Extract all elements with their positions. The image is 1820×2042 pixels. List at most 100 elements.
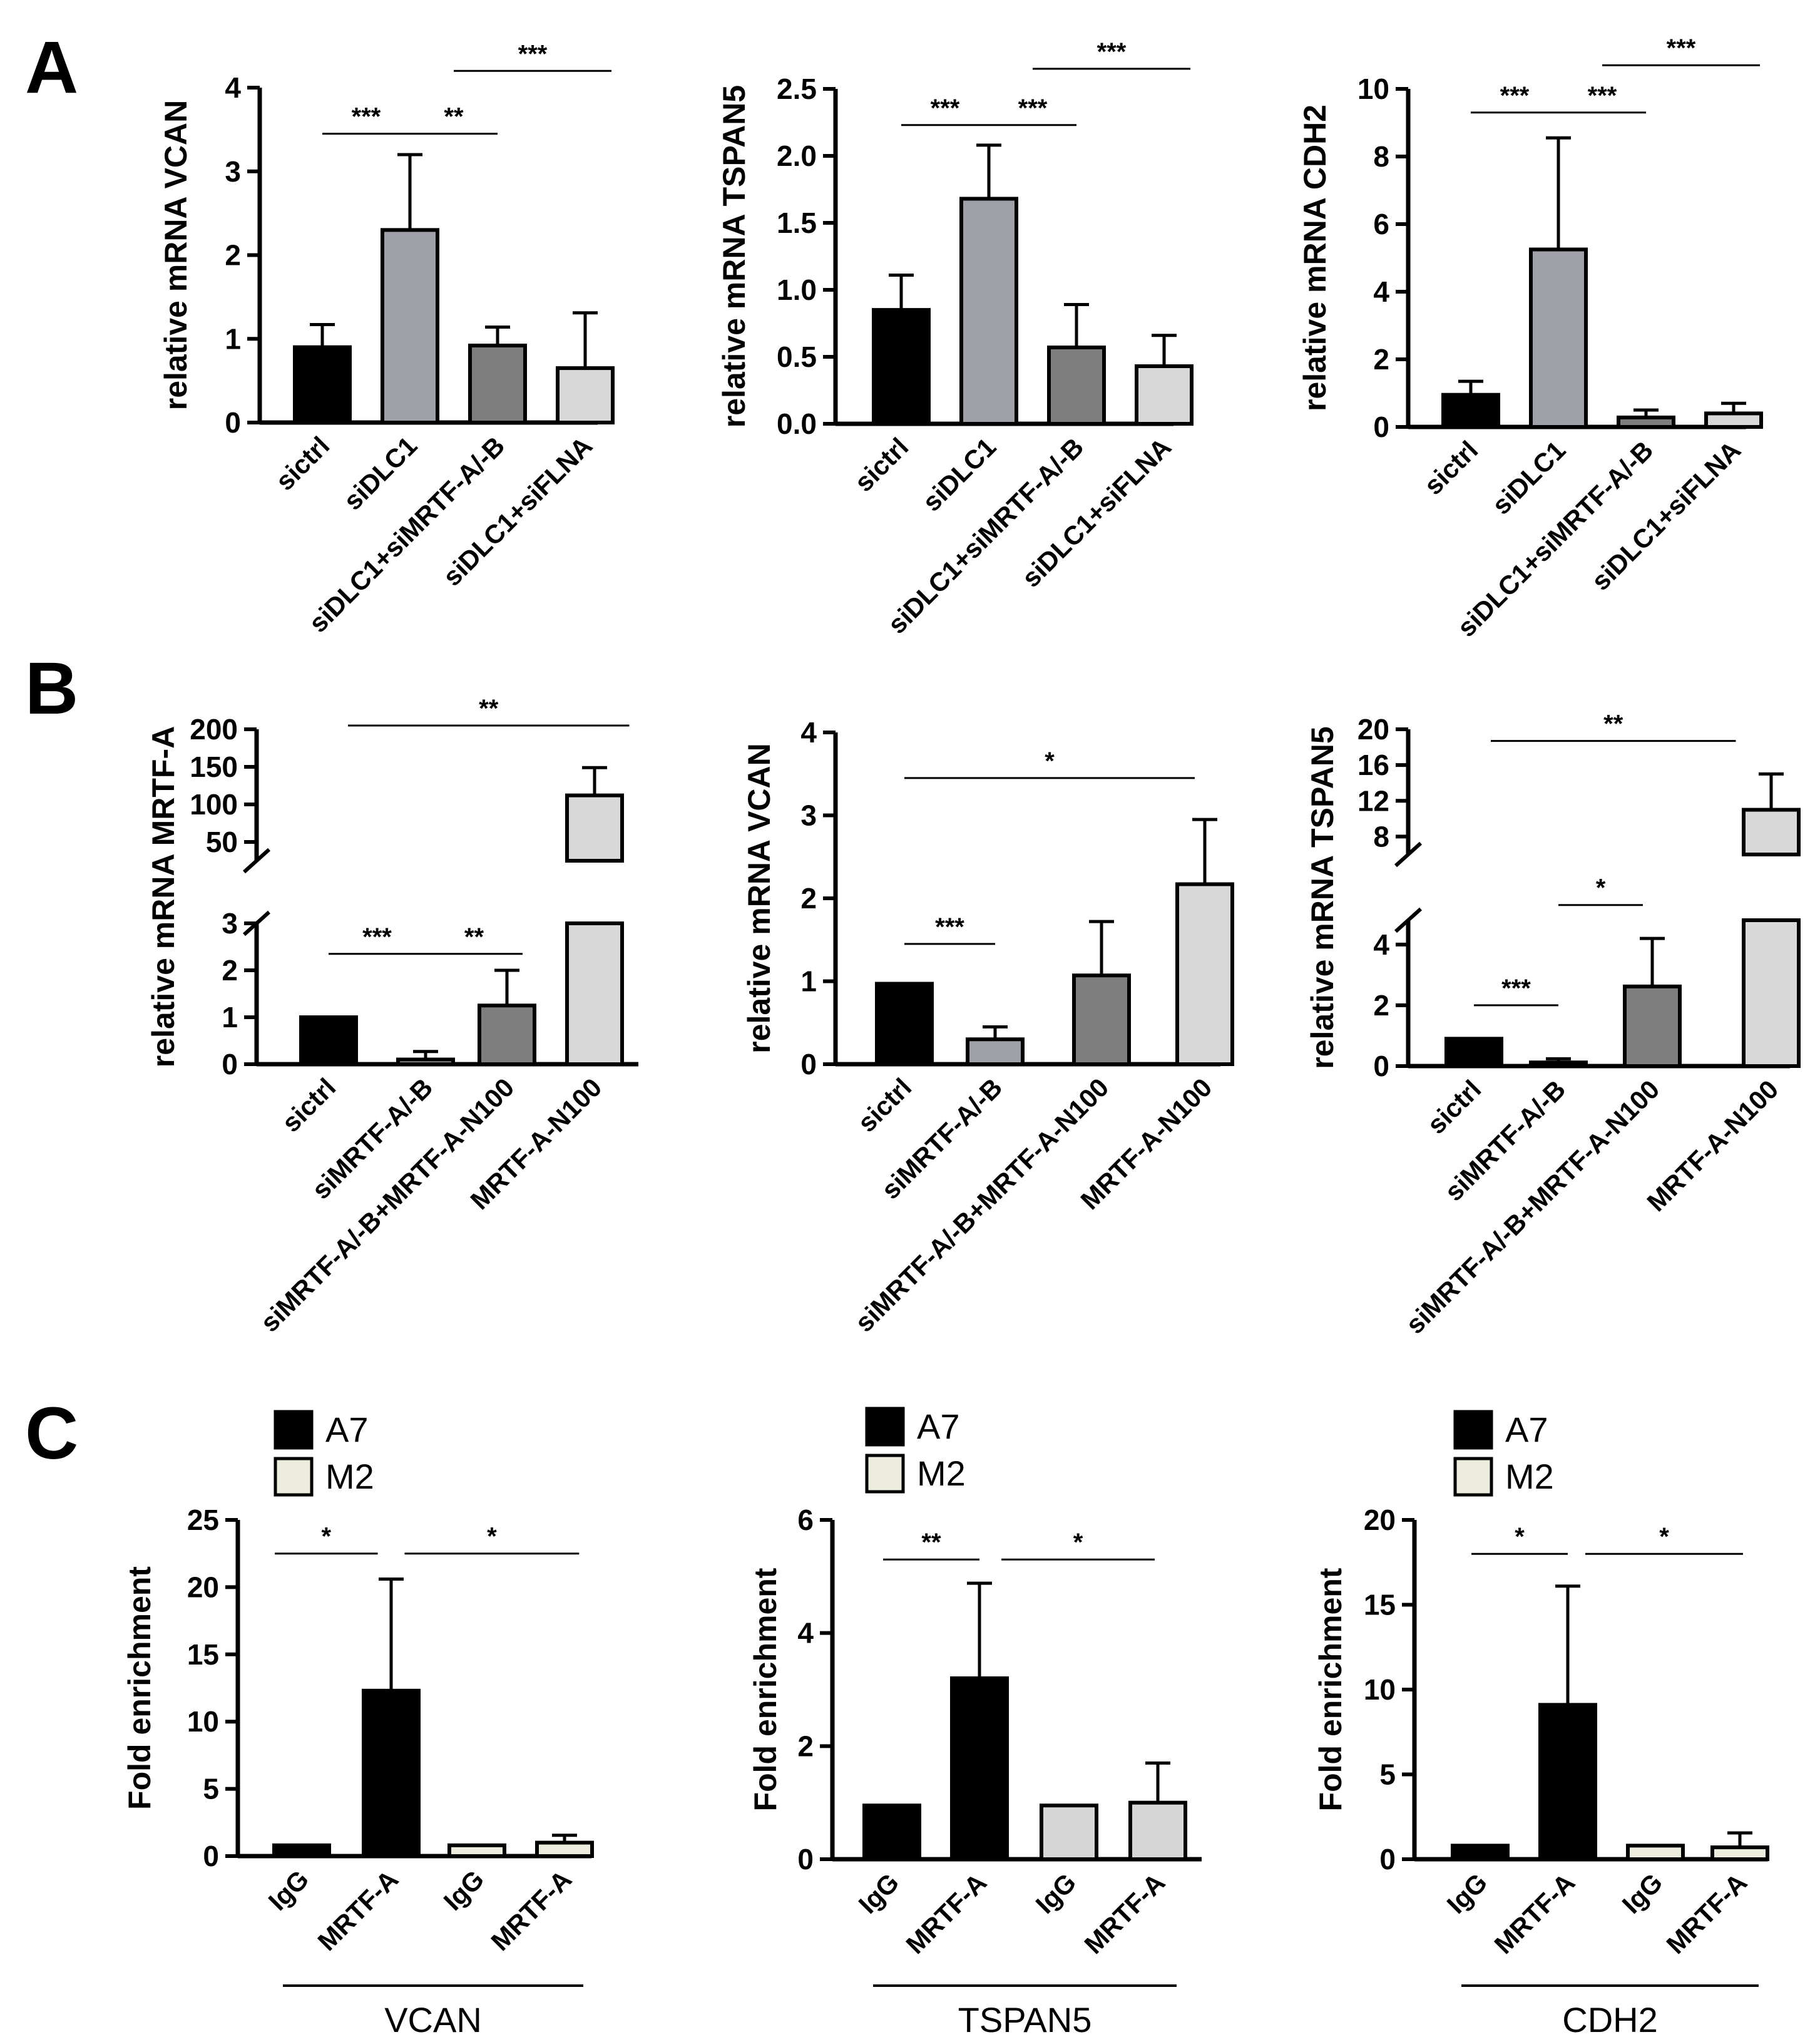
x-category-label: MRTF-A — [1660, 1867, 1752, 1959]
group-label: CDH2 — [1562, 2000, 1657, 2039]
x-category-label: IgG — [853, 1867, 905, 1919]
x-category-label: sictrl — [276, 1072, 341, 1137]
bar — [959, 197, 1018, 426]
y-tick-label: 3 — [222, 907, 238, 940]
significance-label: ** — [464, 923, 484, 951]
bar — [1135, 364, 1194, 426]
legend-label: A7 — [1505, 1410, 1548, 1449]
chart-a2: 0.0 0.5 1.0 1.5 2.0 2.5 relative mRNA TSPAN5 si… — [717, 38, 1194, 639]
bar — [447, 1843, 506, 1858]
axis-break-mark — [1394, 841, 1423, 868]
significance-label: *** — [1667, 34, 1696, 62]
bar — [1623, 984, 1682, 1068]
bar — [362, 1688, 421, 1858]
significance-label: *** — [352, 103, 381, 131]
y-tick-label: 4 — [797, 1617, 814, 1650]
bar — [1710, 1845, 1769, 1862]
y-tick-label: 4 — [1373, 275, 1389, 308]
bar — [396, 1057, 455, 1066]
bar — [875, 982, 934, 1066]
significance-label: * — [1596, 875, 1606, 902]
bar — [1529, 247, 1588, 429]
bar — [1451, 1844, 1510, 1862]
significance-label: * — [1045, 747, 1055, 775]
y-tick-label: 0.0 — [777, 408, 817, 440]
legend-label: A7 — [325, 1410, 369, 1449]
significance-label: ** — [921, 1529, 941, 1556]
significance-label: *** — [1588, 82, 1617, 110]
chart-a3: 0 2 4 6 8 10 relative mRNA CDH2 sictrl siDLC1siD… — [1297, 34, 1763, 642]
panel-letter-a: A — [25, 26, 78, 109]
x-category-label: MRTF-A — [1488, 1867, 1580, 1959]
y-tick-label: 0 — [203, 1840, 219, 1872]
x-category-label: siDLC1 — [338, 431, 423, 516]
x-category-label: IgG — [438, 1864, 490, 1916]
bar — [1128, 1800, 1187, 1862]
x-category-label: sictrl — [849, 432, 914, 497]
x-category-label: siDLC1+siFLNA — [1016, 432, 1177, 593]
bar — [293, 345, 352, 424]
x-category-label: siDLC1 — [1486, 435, 1572, 520]
y-tick-label: 2 — [225, 239, 241, 272]
y-tick-label: 12 — [1357, 784, 1389, 817]
y-tick-label: 100 — [190, 788, 238, 821]
bar — [1538, 1703, 1597, 1861]
x-category-label: IgG — [1617, 1867, 1669, 1919]
bar — [1040, 1803, 1098, 1862]
axis-break-mark — [1394, 907, 1423, 933]
y-tick-label: 2 — [800, 882, 817, 915]
bar — [1441, 392, 1500, 429]
y-tick-label: 4 — [1373, 928, 1389, 961]
panel-letter-c: C — [25, 1392, 78, 1475]
y-tick-label: 10 — [1364, 1673, 1396, 1706]
y-axis-label: relative mRNA CDH2 — [1297, 105, 1332, 411]
significance-label: *** — [935, 913, 964, 941]
legend-swatch — [865, 1454, 905, 1494]
y-axis-label: relative mRNA TSPAN5 — [1305, 726, 1340, 1069]
y-tick-label: 15 — [1364, 1589, 1396, 1621]
bar — [1617, 415, 1675, 429]
y-tick-label: 1.5 — [777, 207, 817, 239]
y-tick-label: 2.0 — [777, 140, 817, 172]
bar — [1742, 808, 1801, 856]
significance-label: *** — [931, 95, 960, 122]
bar — [1175, 882, 1234, 1066]
y-axis-label: relative mRNA VCAN — [742, 743, 777, 1054]
legend-swatch — [274, 1457, 314, 1497]
y-tick-label: 25 — [187, 1504, 219, 1536]
y-axis-label: relative mRNA TSPAN5 — [717, 85, 752, 428]
y-tick-label: 0 — [1373, 1050, 1389, 1082]
legend-swatch — [865, 1407, 905, 1447]
y-tick-label: 10 — [1357, 73, 1389, 105]
bar — [1047, 346, 1106, 426]
y-tick-label: 0 — [222, 1048, 238, 1080]
significance-label: ** — [479, 695, 499, 722]
x-category-label: siDLC1+siFLNA — [437, 431, 598, 592]
y-tick-label: 8 — [1373, 140, 1389, 173]
x-category-label: sictrl — [1418, 435, 1483, 500]
bar — [468, 343, 527, 425]
legend-swatch — [1453, 1457, 1493, 1497]
significance-label: * — [1073, 1529, 1083, 1556]
x-category-label: siDLC1 — [917, 432, 1002, 517]
x-category-label: IgG — [1030, 1867, 1082, 1919]
y-tick-label: 4 — [225, 71, 241, 104]
y-tick-label: 0 — [1373, 411, 1389, 443]
bar — [565, 793, 624, 863]
significance-label: * — [1515, 1523, 1525, 1551]
bar — [478, 1003, 536, 1066]
chart-b1: 0 1 2 3 50 100 150 200 relative mRNA MRTF-A sictr… — [146, 695, 638, 1338]
y-tick-label: 2 — [1373, 989, 1389, 1022]
y-tick-label: 4 — [800, 716, 817, 749]
legend-label: A7 — [917, 1407, 960, 1446]
bar — [966, 1037, 1025, 1066]
bar — [1072, 973, 1131, 1066]
x-category-label: IgG — [263, 1864, 315, 1916]
significance-label: *** — [518, 40, 548, 68]
y-tick-label: 3 — [800, 799, 817, 832]
significance-label: *** — [1018, 95, 1048, 122]
y-tick-label: 200 — [190, 713, 238, 746]
